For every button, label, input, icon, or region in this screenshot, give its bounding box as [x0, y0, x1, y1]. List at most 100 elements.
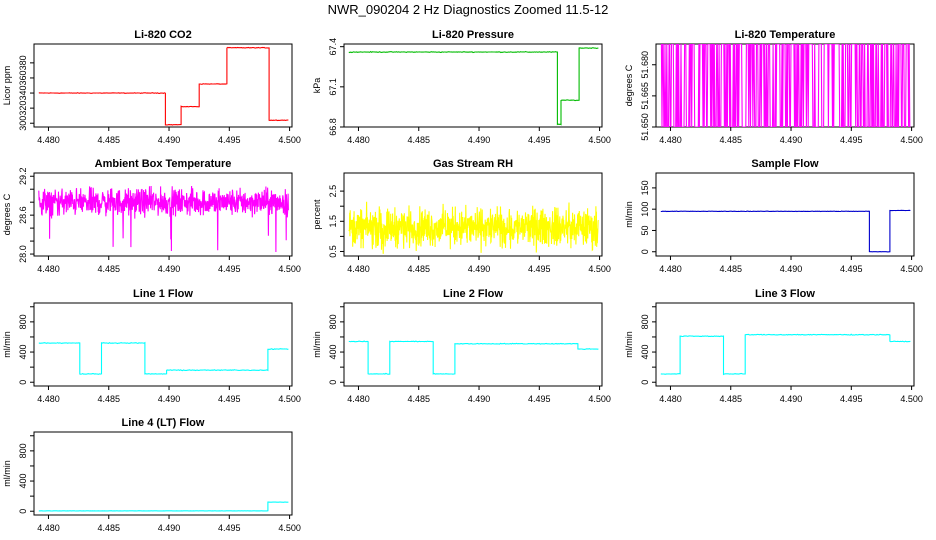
- y-tick-label: 51.650: [640, 113, 650, 141]
- x-tick-label: 4.495: [218, 523, 241, 533]
- plot-frame: [343, 43, 603, 128]
- x-tick-label: 4.490: [158, 394, 181, 404]
- x-tick-label: 4.500: [278, 264, 301, 274]
- y-axis-label: ml/min: [624, 201, 634, 228]
- x-tick-label: 4.490: [158, 135, 181, 145]
- y-tick-label: 28.0: [18, 245, 28, 263]
- y-axis-label: ml/min: [624, 331, 634, 358]
- plot-title: Line 4 (LT) Flow: [122, 417, 205, 429]
- x-tick-label: 4.500: [588, 135, 611, 145]
- plot-frame: [33, 302, 293, 387]
- y-tick-label: 2.5: [328, 185, 338, 198]
- plot-frame: [655, 302, 915, 387]
- series-line: [660, 209, 911, 253]
- plot-title: Li-820 Temperature: [735, 29, 836, 41]
- x-tick-label: 4.490: [780, 264, 803, 274]
- x-tick-label: 4.485: [97, 394, 120, 404]
- x-tick-label: 4.500: [588, 394, 611, 404]
- x-tick-label: 4.480: [659, 135, 682, 145]
- plot-title: Line 2 Flow: [443, 288, 503, 300]
- x-tick-label: 4.495: [528, 135, 551, 145]
- series-line: [660, 44, 911, 127]
- y-tick-label: 800: [328, 314, 338, 329]
- series-line: [348, 340, 599, 375]
- x-tick-label: 4.485: [719, 135, 742, 145]
- y-tick-label: 360: [18, 70, 28, 85]
- y-axis-label: ml/min: [2, 331, 12, 358]
- x-tick-label: 4.500: [278, 135, 301, 145]
- panel-sample-flow: Sample Flow 4.480 4.485 4.490 4.495 4.500 0 50 1…: [624, 158, 923, 274]
- plot-frame: [655, 172, 915, 257]
- x-tick-label: 4.480: [347, 394, 370, 404]
- series-line: [38, 185, 289, 253]
- y-tick-label: 150: [640, 180, 650, 195]
- x-tick-label: 4.490: [158, 523, 181, 533]
- x-tick-label: 4.480: [659, 394, 682, 404]
- plot-title: Li-820 Pressure: [432, 29, 514, 41]
- panel-li-820-co2: Li-820 CO2 4.480 4.485 4.490 4.495 4.500 30032…: [2, 29, 301, 145]
- y-tick-label: 51.665: [640, 82, 650, 110]
- x-tick-label: 4.485: [407, 135, 430, 145]
- y-tick-label: 380: [18, 55, 28, 70]
- y-axis-label: kPa: [312, 78, 322, 94]
- y-tick-label: 1.5: [328, 215, 338, 228]
- panel-ambient-box-temperature: Ambient Box Temperature 4.480 4.485 4.490 4.…: [2, 158, 301, 274]
- x-tick-label: 4.490: [468, 264, 491, 274]
- x-tick-label: 4.480: [347, 135, 370, 145]
- panel-gas-stream-rh: Gas Stream RH 4.480 4.485 4.490 4.495 4.500 0.…: [312, 158, 611, 274]
- x-tick-label: 4.480: [37, 523, 60, 533]
- y-tick-label: 800: [640, 314, 650, 329]
- y-tick-label: 28.6: [18, 206, 28, 224]
- x-tick-label: 4.485: [97, 523, 120, 533]
- y-tick-label: 0: [328, 380, 338, 385]
- series-line: [38, 501, 289, 512]
- y-tick-label: 800: [18, 443, 28, 458]
- y-axis-label: percent: [312, 199, 322, 230]
- x-tick-label: 4.500: [278, 523, 301, 533]
- panel-li-820-temperature: Li-820 Temperature 4.480 4.485 4.490 4.495 4.…: [624, 29, 923, 145]
- series-line: [660, 333, 911, 376]
- plot-title: Sample Flow: [751, 158, 819, 170]
- x-tick-label: 4.480: [659, 264, 682, 274]
- x-tick-label: 4.485: [719, 394, 742, 404]
- plot-title: Line 3 Flow: [755, 288, 815, 300]
- series-line: [38, 341, 289, 375]
- plot-title: Line 1 Flow: [133, 288, 193, 300]
- plot-frame: [343, 302, 603, 387]
- panel-line-4-lt-flow: Line 4 (LT) Flow 4.480 4.485 4.490 4.495 4.50…: [2, 417, 301, 533]
- plot-title: Ambient Box Temperature: [95, 158, 232, 170]
- y-tick-label: 67.1: [328, 78, 338, 96]
- x-tick-label: 4.490: [780, 135, 803, 145]
- y-tick-label: 0: [640, 380, 650, 385]
- x-tick-label: 4.490: [468, 135, 491, 145]
- x-tick-label: 4.485: [407, 264, 430, 274]
- panel-line-3-flow: Line 3 Flow 4.480 4.485 4.490 4.495 4.500 0 400…: [624, 288, 923, 404]
- panel-line-1-flow: Line 1 Flow 4.480 4.485 4.490 4.495 4.500 0 400…: [2, 288, 301, 404]
- x-tick-label: 4.500: [900, 135, 923, 145]
- y-tick-label: 400: [640, 345, 650, 360]
- series-line: [348, 201, 599, 254]
- plot-frame: [343, 172, 603, 257]
- x-tick-label: 4.485: [97, 135, 120, 145]
- y-tick-label: 100: [640, 202, 650, 217]
- x-tick-label: 4.495: [840, 135, 863, 145]
- y-tick-label: 50: [640, 225, 650, 235]
- x-tick-label: 4.500: [900, 394, 923, 404]
- x-tick-label: 4.480: [37, 264, 60, 274]
- x-tick-label: 4.485: [407, 394, 430, 404]
- x-tick-label: 4.480: [37, 394, 60, 404]
- series-line: [348, 47, 599, 126]
- x-tick-label: 4.495: [528, 264, 551, 274]
- x-tick-label: 4.485: [97, 264, 120, 274]
- x-tick-label: 4.480: [347, 264, 370, 274]
- x-tick-label: 4.500: [588, 264, 611, 274]
- x-tick-label: 4.490: [468, 394, 491, 404]
- plot-frame: [33, 172, 293, 257]
- page-title: NWR_090204 2 Hz Diagnostics Zoomed 11.5-…: [327, 2, 609, 17]
- y-tick-label: 0: [640, 249, 650, 254]
- panel-line-2-flow: Line 2 Flow 4.480 4.485 4.490 4.495 4.500 0 400…: [312, 288, 611, 404]
- x-tick-label: 4.500: [278, 394, 301, 404]
- x-tick-label: 4.490: [780, 394, 803, 404]
- y-axis-label: ml/min: [2, 460, 12, 487]
